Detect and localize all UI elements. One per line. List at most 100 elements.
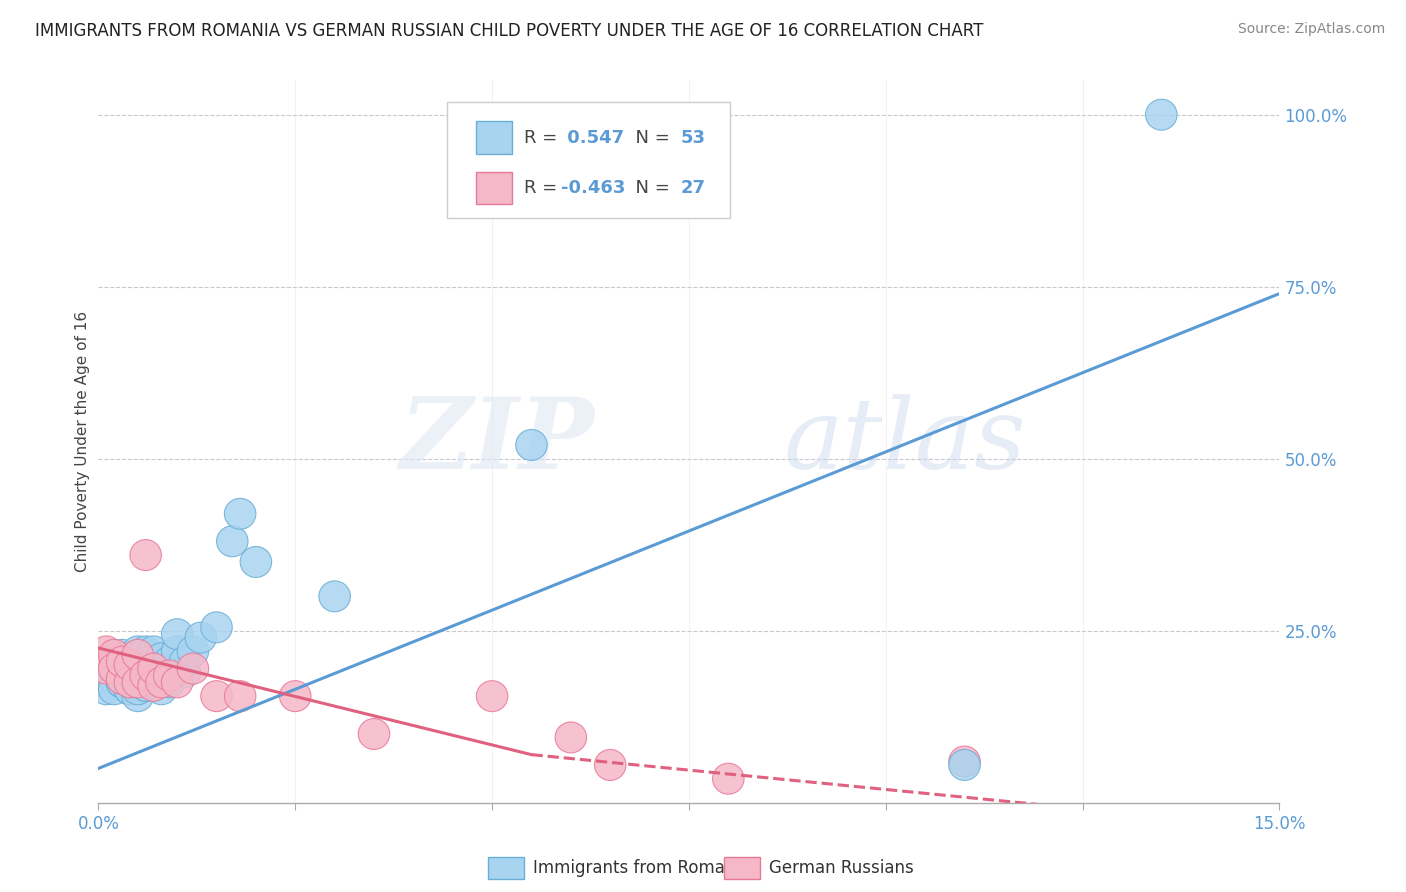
Text: N =: N = <box>624 179 675 197</box>
Ellipse shape <box>98 653 129 684</box>
Ellipse shape <box>138 667 169 698</box>
Ellipse shape <box>114 667 146 698</box>
Ellipse shape <box>98 640 129 671</box>
Ellipse shape <box>177 636 208 667</box>
Ellipse shape <box>138 671 169 701</box>
Ellipse shape <box>555 722 586 753</box>
Ellipse shape <box>595 749 626 780</box>
Text: German Russians: German Russians <box>769 859 914 877</box>
Ellipse shape <box>201 612 232 643</box>
Ellipse shape <box>240 547 271 577</box>
Ellipse shape <box>319 581 350 612</box>
FancyBboxPatch shape <box>477 172 512 204</box>
Ellipse shape <box>90 673 122 705</box>
Ellipse shape <box>138 667 169 698</box>
Ellipse shape <box>162 636 193 667</box>
Text: atlas: atlas <box>783 394 1026 489</box>
Ellipse shape <box>169 657 201 688</box>
Ellipse shape <box>114 673 146 705</box>
Ellipse shape <box>162 619 193 649</box>
Ellipse shape <box>122 664 153 694</box>
Ellipse shape <box>107 646 138 677</box>
Ellipse shape <box>153 667 186 698</box>
Ellipse shape <box>98 643 129 673</box>
Ellipse shape <box>98 673 129 705</box>
Ellipse shape <box>122 640 153 671</box>
Ellipse shape <box>146 643 177 673</box>
Ellipse shape <box>225 681 256 712</box>
Text: 27: 27 <box>681 179 706 197</box>
Ellipse shape <box>162 667 193 698</box>
Ellipse shape <box>98 649 129 681</box>
Text: R =: R = <box>523 128 562 146</box>
Text: R =: R = <box>523 179 562 197</box>
Text: N =: N = <box>624 128 675 146</box>
Ellipse shape <box>90 653 122 684</box>
Ellipse shape <box>146 673 177 705</box>
Ellipse shape <box>107 649 138 681</box>
Ellipse shape <box>153 646 186 677</box>
Ellipse shape <box>129 671 162 701</box>
Ellipse shape <box>107 667 138 698</box>
Ellipse shape <box>201 681 232 712</box>
Ellipse shape <box>146 660 177 691</box>
FancyBboxPatch shape <box>488 857 523 879</box>
Ellipse shape <box>122 673 153 705</box>
Ellipse shape <box>107 667 138 698</box>
Ellipse shape <box>122 653 153 684</box>
Ellipse shape <box>129 646 162 677</box>
Ellipse shape <box>129 657 162 688</box>
Ellipse shape <box>107 640 138 671</box>
Ellipse shape <box>713 764 744 794</box>
Ellipse shape <box>153 657 186 688</box>
Ellipse shape <box>90 636 122 667</box>
Ellipse shape <box>129 660 162 691</box>
FancyBboxPatch shape <box>447 102 730 218</box>
Ellipse shape <box>114 643 146 673</box>
Text: IMMIGRANTS FROM ROMANIA VS GERMAN RUSSIAN CHILD POVERTY UNDER THE AGE OF 16 CORR: IMMIGRANTS FROM ROMANIA VS GERMAN RUSSIA… <box>35 22 984 40</box>
Ellipse shape <box>146 667 177 698</box>
Ellipse shape <box>90 667 122 698</box>
Ellipse shape <box>186 623 217 653</box>
Ellipse shape <box>225 499 256 529</box>
Y-axis label: Child Poverty Under the Age of 16: Child Poverty Under the Age of 16 <box>75 311 90 572</box>
Ellipse shape <box>153 660 186 691</box>
Ellipse shape <box>169 646 201 677</box>
Text: Immigrants from Romania: Immigrants from Romania <box>533 859 751 877</box>
Ellipse shape <box>114 664 146 694</box>
Ellipse shape <box>129 540 162 571</box>
Ellipse shape <box>114 649 146 681</box>
Ellipse shape <box>280 681 311 712</box>
Text: -0.463: -0.463 <box>561 179 626 197</box>
Ellipse shape <box>146 653 177 684</box>
Ellipse shape <box>122 667 153 698</box>
Ellipse shape <box>129 671 162 701</box>
FancyBboxPatch shape <box>724 857 759 879</box>
Ellipse shape <box>114 653 146 684</box>
Text: Source: ZipAtlas.com: Source: ZipAtlas.com <box>1237 22 1385 37</box>
Text: 53: 53 <box>681 128 706 146</box>
Text: ZIP: ZIP <box>399 393 595 490</box>
Ellipse shape <box>138 646 169 677</box>
Ellipse shape <box>477 681 508 712</box>
Ellipse shape <box>129 636 162 667</box>
Ellipse shape <box>107 664 138 694</box>
Ellipse shape <box>138 653 169 684</box>
Ellipse shape <box>949 746 980 777</box>
Ellipse shape <box>138 657 169 688</box>
Ellipse shape <box>516 430 547 460</box>
Ellipse shape <box>949 749 980 780</box>
Ellipse shape <box>359 719 389 749</box>
Ellipse shape <box>90 657 122 688</box>
Ellipse shape <box>1146 99 1177 130</box>
Text: 0.547: 0.547 <box>561 128 624 146</box>
FancyBboxPatch shape <box>477 121 512 153</box>
Ellipse shape <box>122 636 153 667</box>
Ellipse shape <box>107 660 138 691</box>
Ellipse shape <box>114 673 146 705</box>
Ellipse shape <box>114 667 146 698</box>
Ellipse shape <box>98 664 129 694</box>
Ellipse shape <box>217 526 247 557</box>
Ellipse shape <box>122 681 153 712</box>
Ellipse shape <box>138 636 169 667</box>
